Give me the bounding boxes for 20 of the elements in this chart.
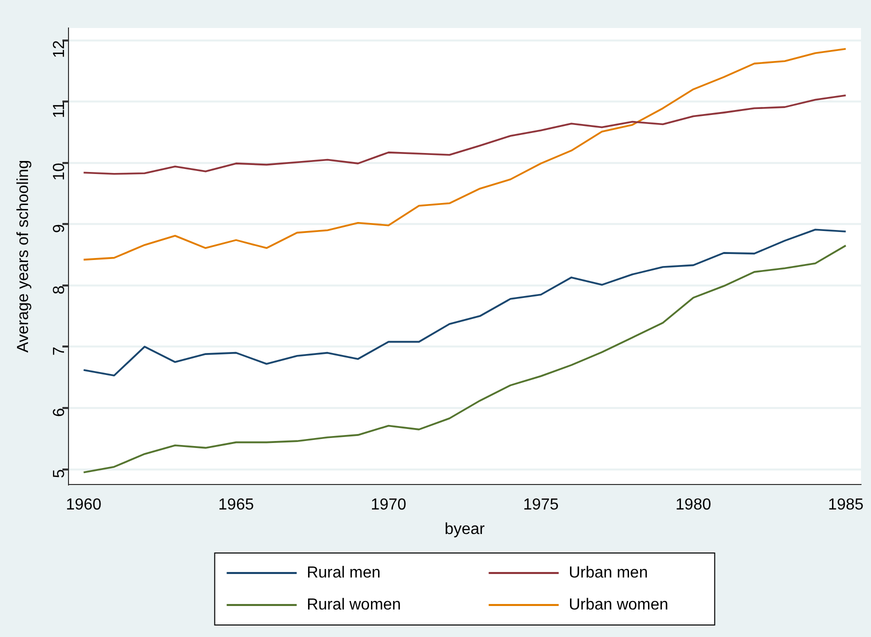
- y-axis-title: Average years of schooling: [15, 160, 32, 353]
- x-tick-label: 1960: [66, 496, 102, 514]
- legend-label: Rural men: [306, 564, 381, 582]
- x-tick-label: 1985: [828, 496, 864, 514]
- legend-label: Urban men: [568, 564, 648, 582]
- x-tick-label: 1965: [218, 496, 254, 514]
- y-tick-label: 7: [50, 346, 68, 356]
- legend-label: Urban women: [568, 596, 668, 614]
- y-tick-label: 11: [50, 101, 68, 118]
- x-tick-label: 1980: [676, 496, 712, 514]
- y-tick-label: 8: [50, 285, 68, 294]
- legend-label: Rural women: [306, 596, 401, 614]
- y-tick-label: 12: [50, 40, 68, 58]
- x-tick-label: 1975: [523, 496, 559, 514]
- y-tick-label: 5: [50, 469, 68, 478]
- x-tick-label: 1970: [370, 496, 406, 514]
- y-tick-label: 9: [50, 224, 68, 234]
- x-axis-title: byear: [444, 520, 486, 538]
- y-tick-label: 6: [50, 408, 68, 417]
- y-tick-label: 10: [50, 162, 68, 181]
